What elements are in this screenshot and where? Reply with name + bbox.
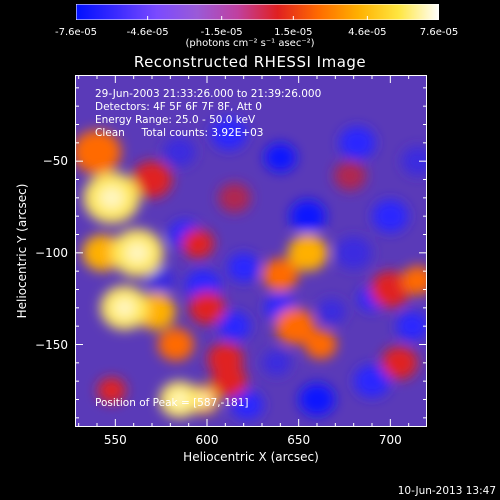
footer-date: 10-Jun-2013 13:47 [397,485,496,497]
colorbar-tick-label: -7.6e-05 [55,27,97,38]
emission-blob-core [125,242,150,264]
y-tick-label: −50 [42,154,68,169]
emission-blob-core [170,391,189,408]
negative-blob [339,126,376,160]
emission-blob [381,346,418,380]
colorbar-tick-label: 1.5e-05 [274,27,313,38]
emission-blob-core [98,186,125,210]
negative-blob [147,267,176,294]
emission-blob [333,161,367,191]
emission-blob [304,329,337,360]
colorbar-tick-label: -1.5e-05 [200,27,243,38]
colorbar [76,4,439,20]
negative-blob [227,252,260,283]
emission-blob [188,291,226,325]
negative-blob [396,311,427,341]
negative-blob [289,199,326,233]
negative-blob [298,383,336,416]
x-axis-label: Heliocentric X (arcsec) [183,450,319,464]
emission-blob [97,377,126,404]
emission-blob [218,183,251,213]
negative-blob [372,199,409,233]
y-tick-label: −100 [35,245,68,260]
plot-frame [75,75,427,427]
emission-blob [82,234,123,272]
negative-blob [353,364,391,398]
colorbar-tick-label: 7.6e-05 [419,27,459,38]
colorbar-tick-marks [76,16,439,20]
x-tick-label: 700 [378,433,402,447]
emission-blob [401,265,427,295]
y-axis-label: Heliocentric Y (arcsec) [15,183,29,319]
emission-blob-core [113,297,136,318]
emission-blob [370,271,411,308]
info-time-range: 29-Jun-2003 21:33:26.000 to 21:39:26.000 [95,88,322,100]
colorbar-tick-label: -4.6e-05 [126,27,169,38]
info-detectors: Detectors: 4F 5F 6F 7F 8F, Att 0 [95,101,262,113]
negative-blob [401,146,427,176]
negative-blob [163,137,196,167]
emission-blob [157,328,194,361]
emission-blob-core [196,392,211,407]
emission-blob [274,307,316,345]
x-tick-label: 600 [195,433,219,447]
heatmap-blobs [75,117,427,420]
peak-position-label: Position of Peak = [587,-181] [95,397,249,409]
colorbar-units: (photons cm⁻² s⁻¹ asec⁻²) [185,38,315,49]
negative-blob [262,350,291,376]
negative-blob [210,117,248,151]
emission-blob [75,130,122,174]
y-tick-label: −150 [35,337,68,352]
emission-blob [181,229,214,259]
x-tick-label: 550 [103,433,127,447]
emission-blob [262,258,299,292]
heatmap-plot [75,75,427,427]
colorbar-tick-label: 4.6e-05 [348,27,387,38]
negative-blob [317,298,346,325]
chart-title: Reconstructed RHESSI Image [133,53,367,71]
emission-blob [131,161,173,198]
plot-axes [75,75,427,427]
negative-blob [335,236,372,270]
emission-blob [287,234,328,272]
negative-blob [218,311,251,341]
x-tick-label: 650 [287,433,311,447]
info-energy-range: Energy Range: 25.0 - 50.0 keV [95,114,256,126]
emission-blob [210,364,248,398]
info-clean-counts: Clean Total counts: 3.92E+03 [95,127,264,139]
negative-blob [231,390,264,420]
colorbar-gradient [76,4,439,20]
negative-blob [264,142,297,173]
